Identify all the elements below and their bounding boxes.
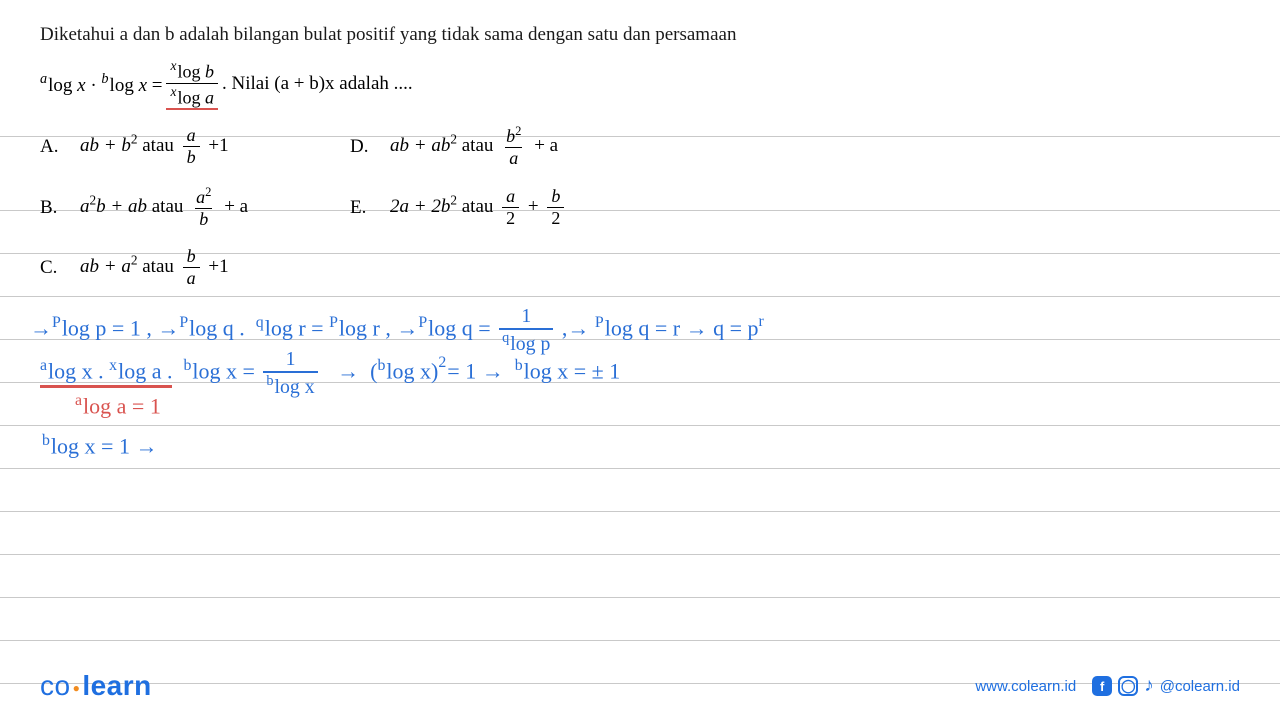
options-grid: A. ab + b2 atau ab +1 D. ab + ab2 atau b…: [40, 124, 1240, 289]
option-e: E. 2a + 2b2 atau a2 + b2: [350, 185, 690, 230]
problem-line2-tail: . Nilai (a + b)x adalah ....: [222, 73, 413, 95]
page: Diketahui a dan b adalah bilangan bulat …: [0, 0, 1280, 720]
footer: co●learn www.colearn.id f ◯ ♪ @colearn.i…: [40, 670, 1240, 702]
tiktok-icon: ♪: [1144, 675, 1154, 697]
red-underline-eq: xlog a: [166, 83, 218, 110]
logo-dot-icon: ●: [73, 681, 81, 695]
social-icons: f ◯ ♪ @colearn.id: [1092, 675, 1240, 697]
hand-r4: blog x = 1 →: [42, 432, 157, 460]
facebook-icon: f: [1092, 676, 1112, 696]
option-d: D. ab + ab2 atau b2a + a: [350, 124, 690, 169]
instagram-icon: ◯: [1118, 676, 1138, 696]
footer-url: www.colearn.id: [975, 678, 1076, 695]
hand-r3: alog a = 1: [75, 392, 161, 420]
footer-right: www.colearn.id f ◯ ♪ @colearn.id: [975, 675, 1240, 697]
problem-equation: alog x · blog x = xlog b xlog a . Nilai …: [40, 58, 1240, 110]
option-a: A. ab + b2 atau ab +1: [40, 124, 340, 169]
problem-line1: Diketahui a dan b adalah bilangan bulat …: [40, 20, 1240, 50]
brand-logo: co●learn: [40, 670, 152, 702]
option-b: B. a2b + ab atau a2b + a: [40, 185, 340, 230]
option-c: C. ab + a2 atau ba +1: [40, 246, 340, 289]
social-handle: @colearn.id: [1160, 678, 1240, 695]
